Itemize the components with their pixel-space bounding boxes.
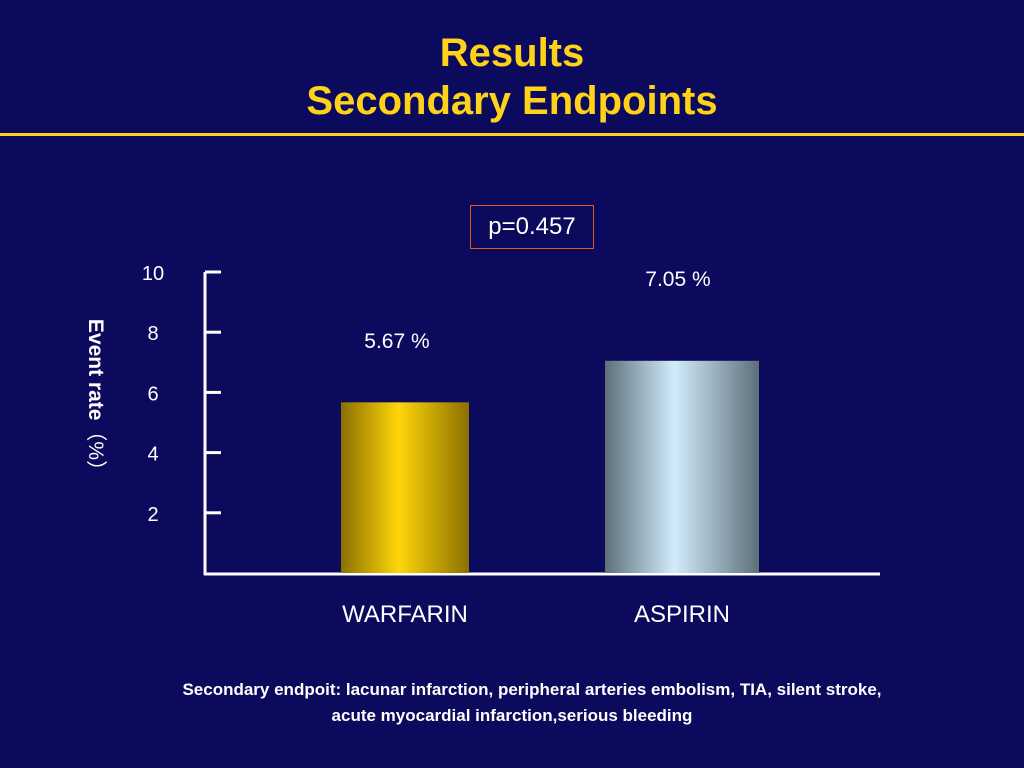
y-tick-label: 10 <box>142 263 164 285</box>
y-axis-label: Event rate（%） <box>82 319 112 481</box>
y-tick-label: 8 <box>147 323 158 345</box>
y-axis-label-main: Event rate <box>84 318 107 421</box>
slide-title: Results <box>439 31 585 75</box>
chart-axes <box>203 272 880 576</box>
slide-subtitle: Secondary Endpoints <box>306 79 718 123</box>
data-label: 5.67 % <box>364 330 429 353</box>
p-value-box: p=0.457 <box>470 205 594 249</box>
y-axis-label-unit: （%） <box>84 420 107 482</box>
x-tick-label: WARFARIN <box>342 601 468 628</box>
bar-aspirin <box>605 360 759 573</box>
bars <box>341 360 759 573</box>
footnote: Secondary endpoit: lacunar infarction, p… <box>0 677 1024 729</box>
y-tick-label: 4 <box>147 444 158 466</box>
title-divider <box>0 133 1024 136</box>
data-label: 7.05 % <box>645 268 710 291</box>
chart-labels: WARFARIN 5.67 % ASPIRIN 7.05 % <box>342 268 730 628</box>
y-axis-ticks: 2 4 6 8 10 <box>142 263 221 526</box>
bar-warfarin <box>341 402 469 573</box>
y-tick-label: 2 <box>147 504 158 526</box>
y-tick-label: 6 <box>147 383 158 405</box>
x-tick-label: ASPIRIN <box>634 601 730 628</box>
footnote-line-2: acute myocardial infarction,serious blee… <box>331 706 693 725</box>
footnote-line-1: Secondary endpoit: lacunar infarction, p… <box>182 680 882 699</box>
